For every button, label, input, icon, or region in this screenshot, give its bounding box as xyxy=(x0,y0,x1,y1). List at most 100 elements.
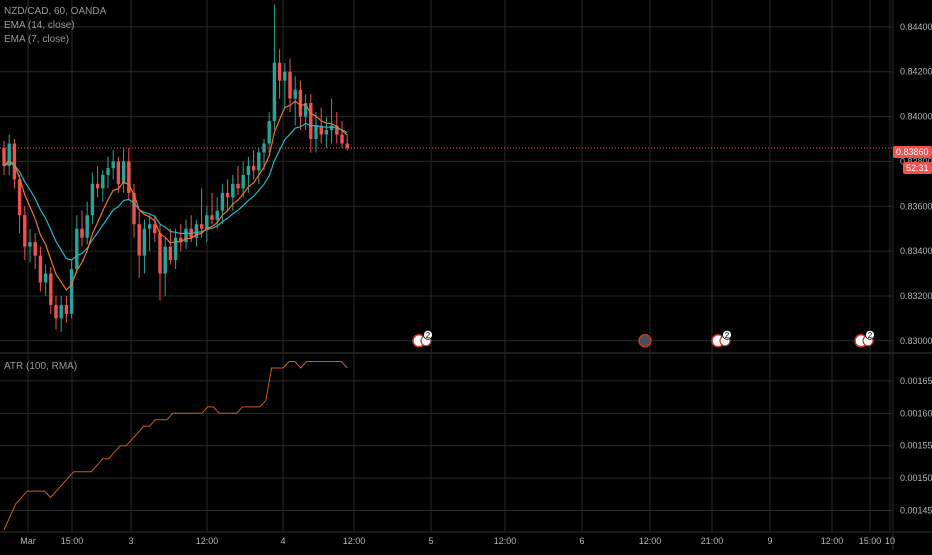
price-tick-label: 0.84000 xyxy=(900,112,932,122)
candle-body xyxy=(272,62,277,122)
time-tick-label: 3 xyxy=(128,536,133,546)
time-tick-label: 12:00 xyxy=(821,536,844,546)
candle-body xyxy=(199,224,204,229)
candle-body xyxy=(345,143,349,148)
price-tick-label: 0.83400 xyxy=(900,246,932,256)
time-tick-label: 6 xyxy=(579,536,584,546)
current-price-tag: 0.83860 xyxy=(893,146,932,158)
event-count-label: 2 xyxy=(725,331,730,340)
candle-body xyxy=(80,228,84,238)
atr-tick-label: 0.00165 xyxy=(900,376,932,386)
candle-body xyxy=(210,215,214,220)
candle-body xyxy=(236,183,240,189)
candle-body xyxy=(340,134,344,144)
candle-body xyxy=(69,269,74,314)
economic-event-marker[interactable] xyxy=(638,334,652,348)
atr-tick-label: 0.00150 xyxy=(900,473,932,483)
candle-body xyxy=(257,152,261,171)
candle-body xyxy=(75,228,79,270)
candle-body xyxy=(43,273,48,283)
candle-body xyxy=(241,174,245,189)
time-tick-label: 12:00 xyxy=(343,536,366,546)
candle-body xyxy=(163,246,167,274)
candle-body xyxy=(33,242,37,256)
candle-body xyxy=(329,125,334,131)
atr-tick-label: 0.00155 xyxy=(900,441,932,451)
candle-body xyxy=(184,228,188,243)
price-tick-label: 0.83000 xyxy=(900,336,932,346)
atr-line xyxy=(3,361,348,531)
price-tick-label: 0.84400 xyxy=(900,22,932,32)
candle-body xyxy=(205,215,209,229)
candle-body xyxy=(324,130,329,135)
candle-body xyxy=(246,165,251,175)
time-tick-label: 4 xyxy=(280,536,285,546)
candle-body xyxy=(309,103,313,140)
economic-event-marker[interactable]: 2 xyxy=(711,329,732,348)
candle-body xyxy=(38,255,43,283)
candle-body xyxy=(28,242,32,247)
globe-icon xyxy=(638,334,652,348)
candle-body xyxy=(137,224,141,256)
atr-tick-label: 0.00145 xyxy=(900,506,932,516)
ema14-legend[interactable]: EMA (14, close) xyxy=(4,20,75,31)
event-count-badge xyxy=(865,329,875,340)
candle-body xyxy=(85,215,89,238)
bar-countdown-tag: 52:31 xyxy=(903,162,932,174)
event-count-label: 2 xyxy=(868,331,873,340)
candle-body xyxy=(314,125,318,140)
candle-body xyxy=(220,192,225,211)
candle-body xyxy=(90,183,95,216)
candle-body xyxy=(121,161,126,184)
time-tick-label: 12:00 xyxy=(494,536,517,546)
price-tick-label: 0.84200 xyxy=(900,67,932,77)
candle-body xyxy=(158,233,162,274)
candle-body xyxy=(194,224,199,238)
candle-body xyxy=(173,237,178,261)
candle-body xyxy=(54,304,58,319)
ema7-legend[interactable]: EMA (7, close) xyxy=(4,34,70,45)
ema14-line xyxy=(3,122,348,261)
price-tick-label: 0.83800 xyxy=(900,156,932,166)
candle-body xyxy=(225,192,230,198)
economic-event-marker[interactable]: 2 xyxy=(412,329,433,348)
candle-body xyxy=(142,228,147,256)
event-count-label: 2 xyxy=(426,331,431,340)
candle-body xyxy=(283,71,287,81)
candle-body xyxy=(127,161,131,193)
event-count-badge xyxy=(423,329,433,340)
candle-body xyxy=(101,174,105,189)
candle-body xyxy=(49,273,53,305)
symbol-legend[interactable]: NZD/CAD, 60, OANDA xyxy=(4,6,107,17)
candle-body xyxy=(147,224,152,229)
candle-body xyxy=(132,192,136,225)
time-tick-label: 21:00 xyxy=(701,536,724,546)
atr-legend[interactable]: ATR (100, RMA) xyxy=(4,361,78,372)
candle-body xyxy=(215,210,219,220)
time-tick-label: Mar xyxy=(20,536,36,546)
candle-body xyxy=(335,125,339,135)
atr-tick-label: 0.00160 xyxy=(900,408,932,418)
candle-body xyxy=(17,179,22,216)
candle-body xyxy=(267,121,271,144)
time-tick-label: 9 xyxy=(767,536,772,546)
time-tick-label: 5 xyxy=(428,536,433,546)
candle-body xyxy=(153,224,157,234)
candle-body xyxy=(293,89,297,99)
candle-body xyxy=(95,183,100,189)
event-count-badge xyxy=(722,329,732,340)
candle-body xyxy=(23,215,27,247)
time-tick-label: 12:00 xyxy=(639,536,662,546)
candle-body xyxy=(231,183,235,198)
ema7-line xyxy=(3,100,348,291)
economic-event-marker[interactable]: 2 xyxy=(854,329,875,348)
candle-body xyxy=(288,71,292,99)
candle-body xyxy=(116,161,121,184)
candle-body xyxy=(64,304,69,314)
candle-body xyxy=(298,89,303,117)
candle-body xyxy=(168,246,173,261)
candle-body xyxy=(277,62,282,81)
candle-body xyxy=(7,143,11,166)
